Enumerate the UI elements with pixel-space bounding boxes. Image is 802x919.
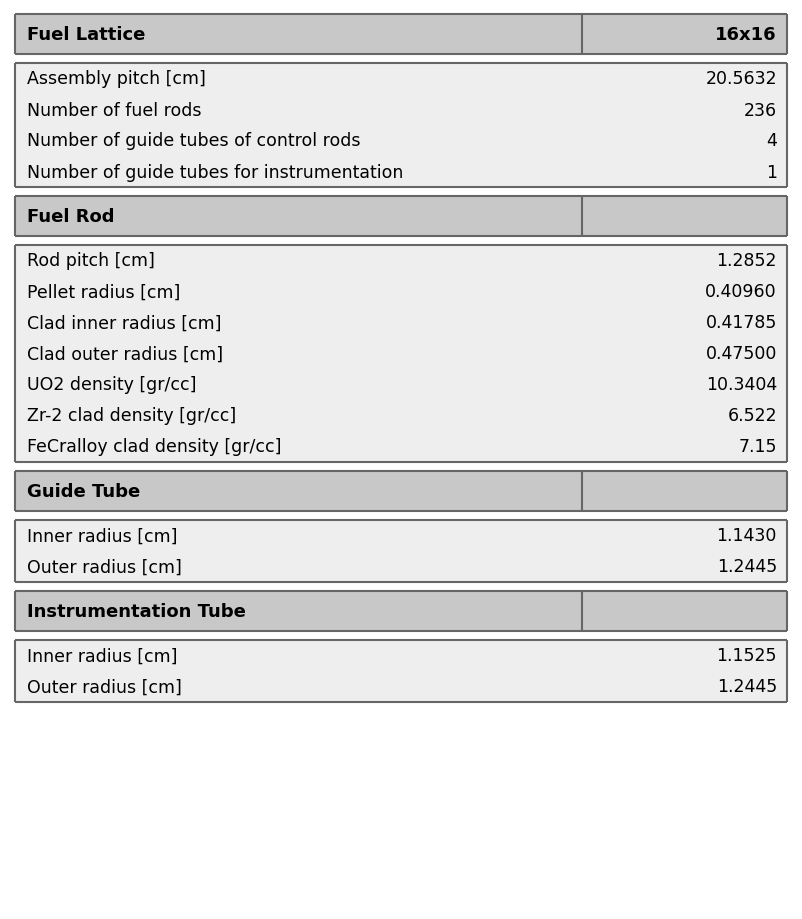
- Text: 1: 1: [766, 164, 777, 181]
- Text: Fuel Rod: Fuel Rod: [27, 208, 115, 226]
- Text: Fuel Lattice: Fuel Lattice: [27, 26, 145, 44]
- Bar: [15, 64, 787, 95]
- Text: 1.1525: 1.1525: [716, 647, 777, 664]
- Text: Pellet radius [cm]: Pellet radius [cm]: [27, 283, 180, 301]
- Text: UO2 density [gr/cc]: UO2 density [gr/cc]: [27, 376, 196, 394]
- Text: Clad inner radius [cm]: Clad inner radius [cm]: [27, 314, 221, 332]
- Bar: [15, 432, 787, 462]
- Bar: [15, 551, 787, 583]
- Text: 0.40960: 0.40960: [706, 283, 777, 301]
- Bar: [15, 338, 787, 369]
- Bar: [15, 15, 787, 55]
- Bar: [15, 591, 787, 631]
- Text: Zr-2 clad density [gr/cc]: Zr-2 clad density [gr/cc]: [27, 407, 237, 425]
- Text: 1.2445: 1.2445: [717, 558, 777, 576]
- Text: 4: 4: [766, 132, 777, 151]
- Text: 1.1430: 1.1430: [717, 527, 777, 545]
- Text: Clad outer radius [cm]: Clad outer radius [cm]: [27, 346, 223, 363]
- Bar: [15, 157, 787, 187]
- Bar: [15, 308, 787, 338]
- Text: 7.15: 7.15: [739, 438, 777, 456]
- Bar: [15, 126, 787, 157]
- Text: 6.522: 6.522: [727, 407, 777, 425]
- Bar: [15, 95, 787, 126]
- Text: 16x16: 16x16: [715, 26, 777, 44]
- Bar: [15, 277, 787, 308]
- Text: Outer radius [cm]: Outer radius [cm]: [27, 677, 182, 696]
- Text: 1.2445: 1.2445: [717, 677, 777, 696]
- Text: Instrumentation Tube: Instrumentation Tube: [27, 602, 246, 620]
- Text: 0.47500: 0.47500: [706, 346, 777, 363]
- Bar: [15, 197, 787, 237]
- Text: 236: 236: [744, 101, 777, 119]
- Text: Number of guide tubes of control rods: Number of guide tubes of control rods: [27, 132, 361, 151]
- Text: Inner radius [cm]: Inner radius [cm]: [27, 527, 177, 545]
- Text: Outer radius [cm]: Outer radius [cm]: [27, 558, 182, 576]
- Text: FeCralloy clad density [gr/cc]: FeCralloy clad density [gr/cc]: [27, 438, 282, 456]
- Bar: [15, 245, 787, 277]
- Bar: [15, 369, 787, 401]
- Text: 1.2852: 1.2852: [716, 252, 777, 270]
- Bar: [15, 520, 787, 551]
- Text: Inner radius [cm]: Inner radius [cm]: [27, 647, 177, 664]
- Text: Number of fuel rods: Number of fuel rods: [27, 101, 201, 119]
- Text: 10.3404: 10.3404: [706, 376, 777, 394]
- Text: Guide Tube: Guide Tube: [27, 482, 140, 501]
- Bar: [15, 671, 787, 702]
- Text: Number of guide tubes for instrumentation: Number of guide tubes for instrumentatio…: [27, 164, 403, 181]
- Bar: [15, 471, 787, 512]
- Text: 20.5632: 20.5632: [706, 71, 777, 88]
- Text: 0.41785: 0.41785: [706, 314, 777, 332]
- Bar: [15, 641, 787, 671]
- Text: Rod pitch [cm]: Rod pitch [cm]: [27, 252, 155, 270]
- Bar: [15, 401, 787, 432]
- Text: Assembly pitch [cm]: Assembly pitch [cm]: [27, 71, 206, 88]
